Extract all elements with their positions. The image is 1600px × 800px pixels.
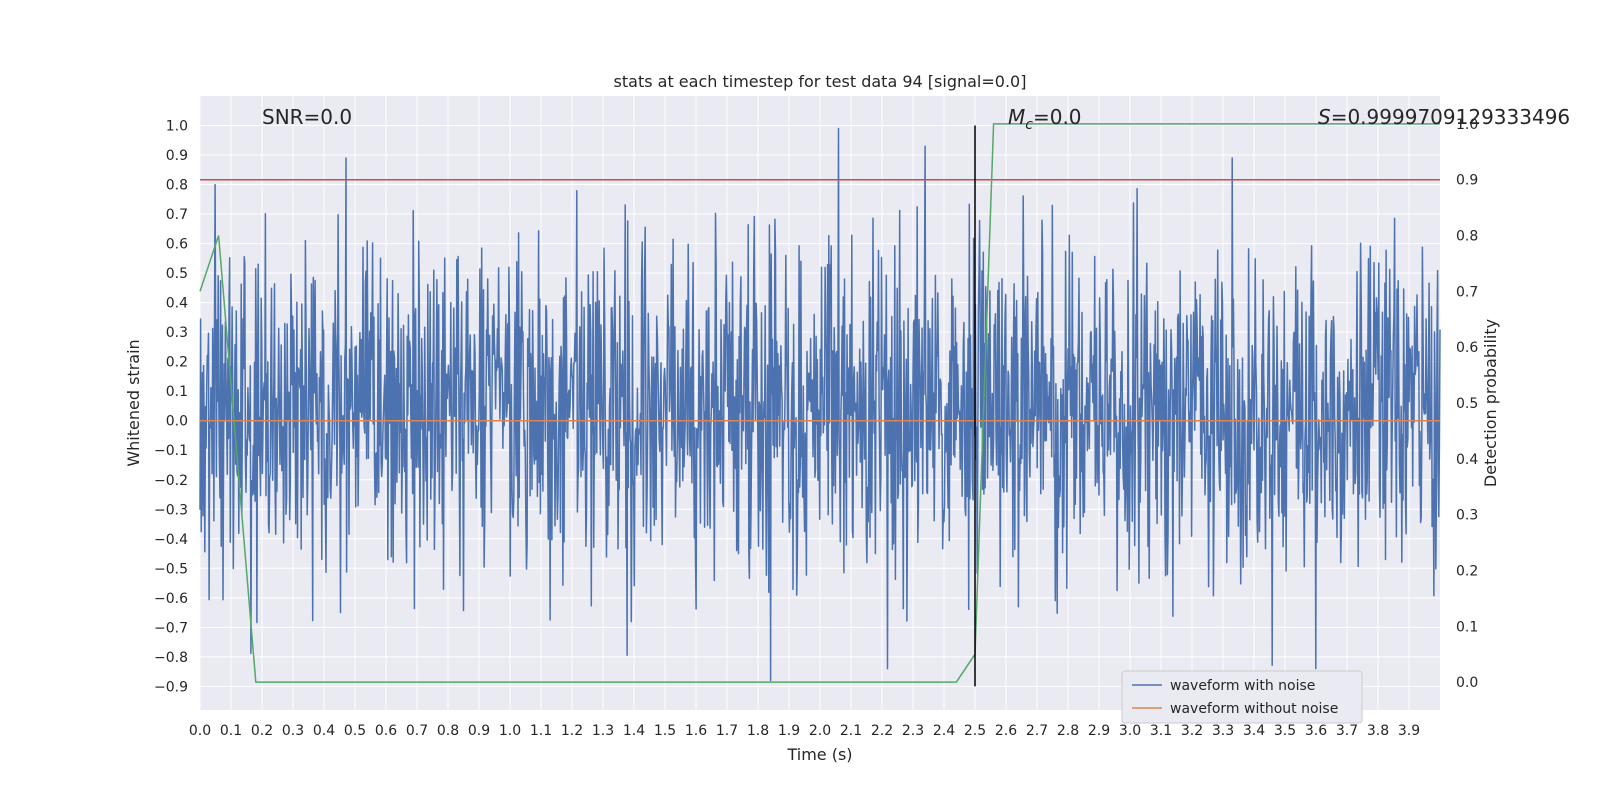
y2-tick-label: 0.0 xyxy=(1456,675,1478,691)
y2-tick-label: 1.0 xyxy=(1456,117,1478,133)
x-tick-label: 2.5 xyxy=(964,723,986,739)
x-tick-labels: 0.0 0.1 0.2 0.3 0.4 0.5 0.6 0.7 0.8 0.9 1.0 1.1 1.2 1… xyxy=(189,723,1420,739)
y-tick-label: −0.6 xyxy=(154,591,188,607)
y-tick-label: 0.6 xyxy=(166,237,188,253)
x-tick-label: 1.6 xyxy=(685,723,707,739)
x-tick-label: 3.2 xyxy=(1181,723,1203,739)
x-tick-label: 3.7 xyxy=(1336,723,1358,739)
x-tick-label: 1.2 xyxy=(561,723,583,739)
chirp-mass-subscript: c xyxy=(1025,117,1033,133)
y2-tick-label: 0.5 xyxy=(1456,396,1478,412)
y-axis-label: Whitened strain xyxy=(124,339,143,466)
noisy-waveform-series xyxy=(199,127,1441,682)
chart-title: stats at each timestep for test data 94 … xyxy=(614,72,1027,91)
x-tick-label: 0.7 xyxy=(406,723,428,739)
y2-tick-label: 0.1 xyxy=(1456,619,1478,635)
x-tick-label: 1.5 xyxy=(654,723,676,739)
y-tick-label: −0.4 xyxy=(154,532,188,548)
y-tick-label: −0.1 xyxy=(154,443,188,459)
x-tick-label: 2.3 xyxy=(902,723,924,739)
x-tick-label: 1.7 xyxy=(716,723,738,739)
x-tick-label: 0.8 xyxy=(437,723,459,739)
legend-label-noise: waveform with noise xyxy=(1170,678,1315,694)
y2-tick-labels: 1.0 0.9 0.8 0.7 0.6 0.5 0.4 0.3 0.2 0.1 0.0 xyxy=(1456,117,1478,691)
y2-tick-label: 0.4 xyxy=(1456,452,1478,468)
x-tick-label: 2.7 xyxy=(1026,723,1048,739)
x-tick-label: 1.1 xyxy=(530,723,552,739)
score-value: =0.9999709129333496 xyxy=(1331,105,1570,129)
y-tick-label: 0.7 xyxy=(166,207,188,223)
x-tick-label: 2.0 xyxy=(809,723,831,739)
x-tick-label: 2.9 xyxy=(1088,723,1110,739)
x-tick-label: 1.8 xyxy=(747,723,769,739)
y-tick-label: −0.8 xyxy=(154,650,188,666)
x-tick-label: 0.1 xyxy=(220,723,242,739)
x-tick-label: 1.0 xyxy=(499,723,521,739)
detection-probability-line xyxy=(199,123,1440,683)
x-tick-label: 1.9 xyxy=(778,723,800,739)
x-tick-label: 3.8 xyxy=(1367,723,1389,739)
legend-label-clean: waveform without noise xyxy=(1170,701,1338,717)
y-tick-label: 0.9 xyxy=(166,148,188,164)
x-tick-label: 0.0 xyxy=(189,723,211,739)
y-tick-label: −0.9 xyxy=(154,679,188,695)
y2-tick-label: 0.3 xyxy=(1456,508,1478,524)
y-tick-label: −0.3 xyxy=(154,502,188,518)
x-tick-label: 2.4 xyxy=(933,723,955,739)
x-tick-label: 0.2 xyxy=(251,723,273,739)
y-tick-label: 0.8 xyxy=(166,178,188,194)
y-tick-label: 0.5 xyxy=(166,266,188,282)
y2-tick-label: 0.6 xyxy=(1456,340,1478,356)
x-tick-label: 1.4 xyxy=(623,723,645,739)
chirp-mass-annotation: Mc=0.0 xyxy=(1008,105,1082,133)
x-tick-label: 2.1 xyxy=(840,723,862,739)
x-axis-label: Time (s) xyxy=(786,745,852,764)
x-tick-label: 0.3 xyxy=(282,723,304,739)
chirp-mass-value: =0.0 xyxy=(1033,105,1082,129)
x-tick-label: 3.6 xyxy=(1305,723,1327,739)
x-tick-label: 0.6 xyxy=(375,723,397,739)
y2-axis-label: Detection probability xyxy=(1481,319,1500,487)
x-tick-label: 3.1 xyxy=(1150,723,1172,739)
y2-tick-label: 0.2 xyxy=(1456,563,1478,579)
y-tick-label: 0.3 xyxy=(166,325,188,341)
score-symbol: S xyxy=(1318,105,1331,129)
y2-tick-label: 0.7 xyxy=(1456,284,1478,300)
x-tick-label: 3.0 xyxy=(1119,723,1141,739)
x-tick-label: 1.3 xyxy=(592,723,614,739)
y2-tick-label: 0.8 xyxy=(1456,229,1478,245)
y-tick-label: 0.4 xyxy=(166,296,188,312)
x-tick-label: 2.6 xyxy=(995,723,1017,739)
y-tick-label: −0.2 xyxy=(154,473,188,489)
x-tick-label: 3.9 xyxy=(1398,723,1420,739)
x-tick-label: 3.4 xyxy=(1243,723,1265,739)
x-tick-label: 2.8 xyxy=(1057,723,1079,739)
x-tick-label: 0.4 xyxy=(313,723,335,739)
noisy-waveform-line xyxy=(199,127,1441,682)
y-tick-label: −0.5 xyxy=(154,561,188,577)
x-tick-label: 3.3 xyxy=(1212,723,1234,739)
y-tick-label: 0.0 xyxy=(166,414,188,430)
y-tick-labels: 1.0 0.9 0.8 0.7 0.6 0.5 0.4 0.3 0.2 0.1 0.0 −0.1 −0.… xyxy=(154,119,188,696)
score-annotation: S=0.9999709129333496 xyxy=(1318,105,1570,129)
x-tick-label: 3.5 xyxy=(1274,723,1296,739)
y-tick-label: 1.0 xyxy=(166,119,188,135)
y2-tick-label: 0.9 xyxy=(1456,173,1478,189)
legend-box xyxy=(1121,670,1363,724)
chirp-mass-symbol: M xyxy=(1008,105,1025,129)
snr-annotation: SNR=0.0 xyxy=(262,105,352,129)
y-tick-label: −0.7 xyxy=(154,620,188,636)
x-tick-label: 2.2 xyxy=(871,723,893,739)
legend: waveform with noise waveform without noi… xyxy=(1121,670,1363,724)
x-tick-label: 0.9 xyxy=(468,723,490,739)
y-tick-label: 0.2 xyxy=(166,355,188,371)
y-tick-label: 0.1 xyxy=(166,384,188,400)
x-tick-label: 0.5 xyxy=(344,723,366,739)
